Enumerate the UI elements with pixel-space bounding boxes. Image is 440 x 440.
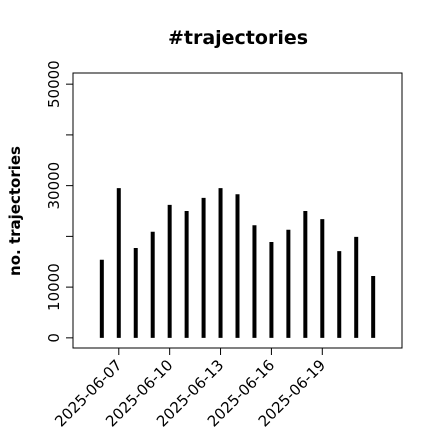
y-tick-label: 30000 [45,162,63,210]
y-tick-label: 0 [45,333,63,343]
y-axis-label: no. trajectories [6,146,24,276]
y-tick-label: 10000 [45,263,63,311]
chart-title: #trajectories [168,27,308,49]
y-tick-label: 50000 [45,60,63,108]
